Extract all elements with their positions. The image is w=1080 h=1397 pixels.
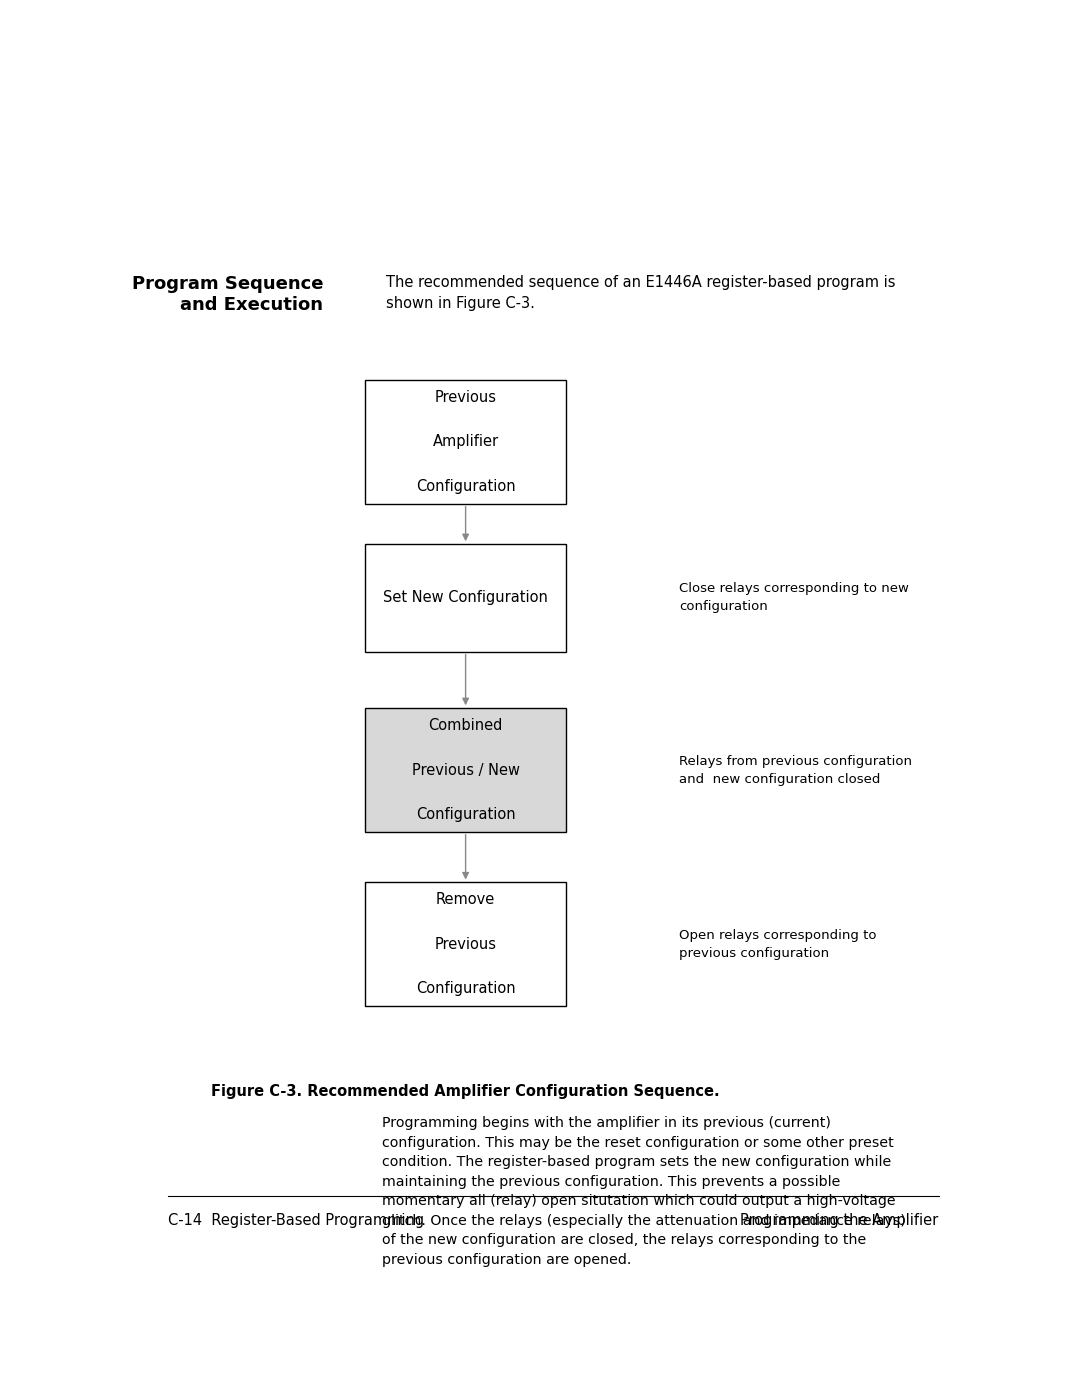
FancyBboxPatch shape	[365, 883, 566, 1006]
Text: Combined

Previous / New

Configuration: Combined Previous / New Configuration	[411, 718, 519, 821]
Text: Set New Configuration: Set New Configuration	[383, 591, 548, 605]
Text: Programming begins with the amplifier in its previous (current)
configuration. T: Programming begins with the amplifier in…	[382, 1116, 906, 1267]
Text: Remove

Previous

Configuration: Remove Previous Configuration	[416, 893, 515, 996]
FancyBboxPatch shape	[365, 545, 566, 652]
Text: Open relays corresponding to
previous configuration: Open relays corresponding to previous co…	[679, 929, 877, 960]
Text: Programming the Amplifier: Programming the Amplifier	[740, 1213, 939, 1228]
Text: Program Sequence
and Execution: Program Sequence and Execution	[132, 275, 323, 314]
FancyBboxPatch shape	[365, 380, 566, 504]
Text: The recommended sequence of an E1446A register-based program is
shown in Figure : The recommended sequence of an E1446A re…	[387, 275, 895, 312]
Text: C-14  Register-Based Programming: C-14 Register-Based Programming	[168, 1213, 424, 1228]
Text: Previous

Amplifier

Configuration: Previous Amplifier Configuration	[416, 390, 515, 495]
Text: Close relays corresponding to new
configuration: Close relays corresponding to new config…	[679, 583, 909, 613]
Text: Relays from previous configuration
and  new configuration closed: Relays from previous configuration and n…	[679, 754, 912, 785]
FancyBboxPatch shape	[365, 708, 566, 831]
Text: Figure C-3. Recommended Amplifier Configuration Sequence.: Figure C-3. Recommended Amplifier Config…	[212, 1084, 720, 1099]
